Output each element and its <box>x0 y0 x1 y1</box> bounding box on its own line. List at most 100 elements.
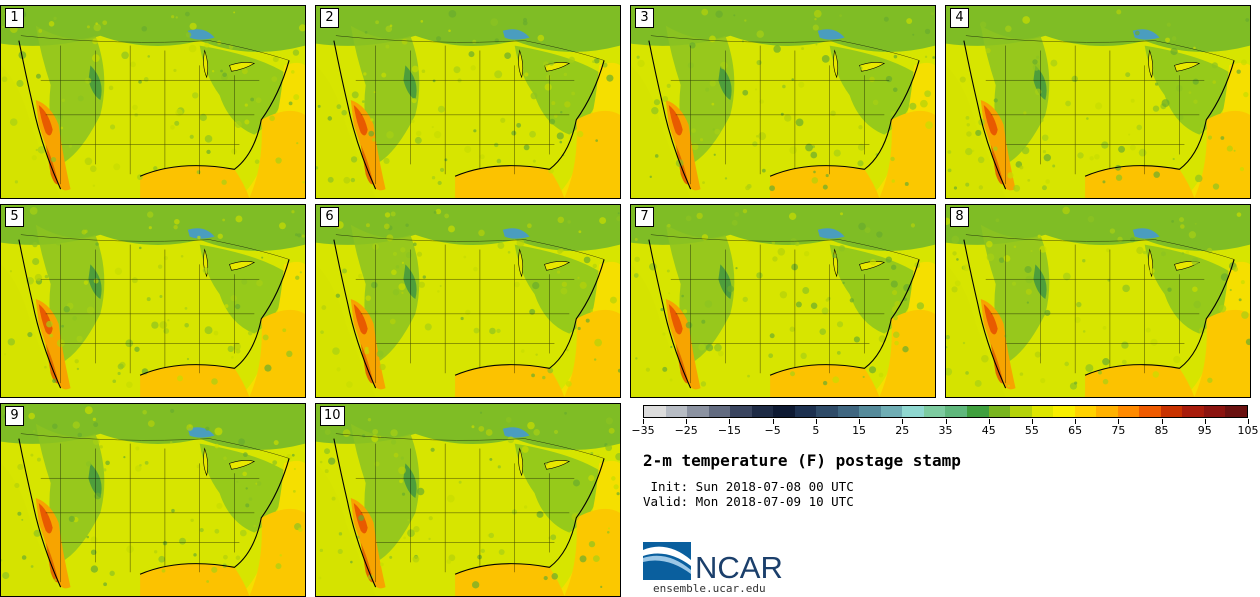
texture-speck <box>893 315 898 321</box>
texture-speck <box>714 128 721 135</box>
texture-speck <box>1013 184 1021 192</box>
texture-speck <box>668 292 671 295</box>
texture-speck <box>292 49 300 56</box>
texture-speck <box>606 530 610 534</box>
texture-speck <box>479 154 485 160</box>
temperature-map <box>946 6 1250 198</box>
texture-speck <box>292 490 296 493</box>
texture-speck <box>789 146 798 154</box>
texture-speck <box>496 158 502 164</box>
texture-speck <box>16 79 24 88</box>
texture-speck <box>1064 361 1069 367</box>
texture-speck <box>965 115 970 120</box>
texture-speck <box>717 350 724 357</box>
texture-speck <box>245 503 250 508</box>
colorbar-tick-label: 85 <box>1154 424 1169 437</box>
texture-speck <box>76 335 83 343</box>
texture-speck <box>157 264 163 269</box>
texture-speck <box>273 440 279 446</box>
texture-speck <box>1173 355 1181 364</box>
texture-speck <box>199 528 204 533</box>
boundaries <box>335 35 605 185</box>
texture-speck <box>173 68 177 73</box>
texture-speck <box>468 51 475 58</box>
texture-speck <box>606 74 614 82</box>
texture-speck <box>529 130 536 138</box>
lake-erie <box>859 260 886 271</box>
texture-speck <box>235 348 241 354</box>
texture-speck <box>224 304 229 309</box>
colorbar-swatch <box>837 406 860 417</box>
texture-speck <box>247 330 253 336</box>
texture-speck <box>919 99 928 108</box>
texture-speck <box>925 121 933 130</box>
texture-speck <box>422 275 426 279</box>
texture-speck <box>279 554 282 557</box>
texture-speck <box>892 331 900 339</box>
texture-speck <box>92 184 96 187</box>
texture-speck <box>1102 180 1106 184</box>
texture-speck <box>143 77 149 82</box>
texture-speck <box>1022 16 1031 24</box>
texture-speck <box>211 566 218 573</box>
texture-speck <box>460 316 464 321</box>
texture-speck <box>114 267 123 275</box>
texture-speck <box>1045 179 1050 184</box>
texture-speck <box>1192 286 1198 292</box>
texture-speck <box>507 251 511 254</box>
texture-speck <box>84 157 93 166</box>
texture-speck <box>245 487 248 490</box>
texture-speck <box>869 76 875 83</box>
texture-speck <box>755 134 759 138</box>
texture-speck <box>228 44 234 50</box>
mountain-dark <box>403 65 417 101</box>
texture-speck <box>480 548 485 554</box>
map-panel: 7 <box>630 204 936 398</box>
texture-speck <box>550 534 557 541</box>
texture-speck <box>61 98 65 103</box>
texture-speck <box>391 269 397 276</box>
texture-speck <box>147 211 154 218</box>
texture-speck <box>1019 165 1024 170</box>
ncar-logo: NCAR <box>643 542 783 582</box>
texture-speck <box>902 346 909 353</box>
texture-speck <box>1220 136 1225 140</box>
texture-speck <box>1171 219 1174 223</box>
texture-speck <box>741 40 745 43</box>
texture-speck <box>813 9 822 18</box>
texture-speck <box>411 65 419 73</box>
texture-speck <box>370 118 374 122</box>
texture-speck <box>593 57 600 64</box>
texture-speck <box>1166 22 1171 27</box>
coastline <box>333 40 605 190</box>
texture-speck <box>109 124 116 130</box>
texture-speck <box>463 255 467 259</box>
texture-speck <box>373 91 376 94</box>
texture-speck <box>431 125 434 129</box>
coastline <box>18 40 290 190</box>
texture-speck <box>507 436 515 444</box>
boundaries <box>650 234 920 384</box>
texture-speck <box>376 350 384 358</box>
texture-speck <box>159 295 163 299</box>
texture-speck <box>351 91 359 99</box>
texture-speck <box>1178 114 1184 121</box>
texture-speck <box>1193 300 1202 309</box>
texture-speck <box>420 20 424 23</box>
desert-hot <box>353 303 368 335</box>
texture-speck <box>577 326 581 331</box>
texture-speck <box>795 118 804 127</box>
us-canada-border <box>335 234 605 260</box>
texture-speck <box>407 529 415 538</box>
texture-speck <box>1085 364 1094 373</box>
texture-speck <box>1040 377 1046 384</box>
texture-speck <box>1239 167 1245 172</box>
texture-speck <box>909 102 917 110</box>
texture-speck <box>424 323 432 331</box>
texture-speck <box>175 108 183 117</box>
texture-speck <box>800 352 807 359</box>
texture-speck <box>50 157 57 163</box>
lake-erie <box>229 260 256 271</box>
texture-speck <box>872 99 879 106</box>
texture-speck <box>651 107 659 115</box>
